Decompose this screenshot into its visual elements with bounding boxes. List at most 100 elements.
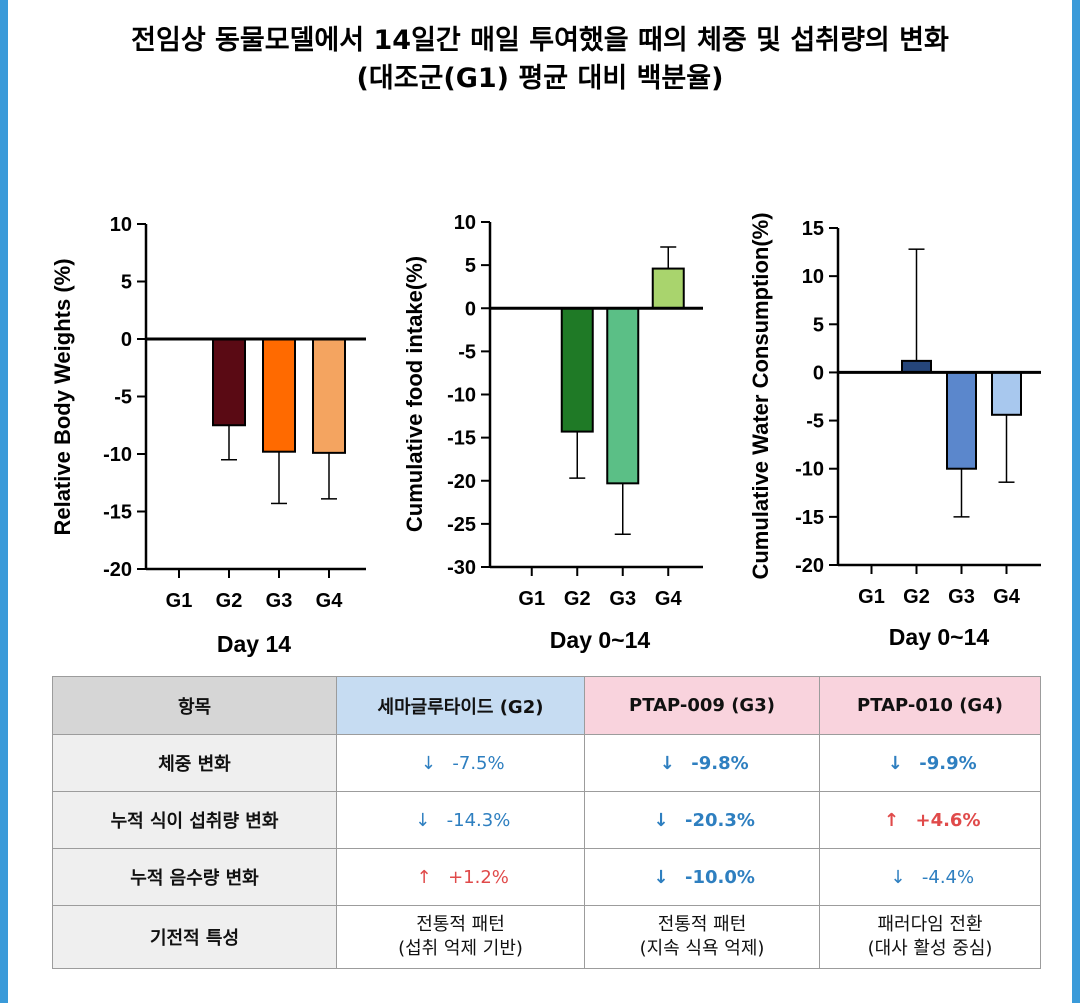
mechanism-line-2: (지속 식욕 억제) <box>639 938 765 959</box>
header-item: 항목 <box>52 676 337 735</box>
row-label: 기전적 특성 <box>52 905 337 969</box>
row-label: 누적 음수량 변화 <box>52 848 337 906</box>
mechanism-cell: 패러다임 전환 (대사 활성 중심) <box>819 905 1041 969</box>
y-tick-label: 5 <box>465 255 476 277</box>
change-value: -20.3% <box>685 809 755 831</box>
x-axis-label: Day 14 <box>217 631 291 657</box>
bar-g2 <box>560 307 594 433</box>
y-axis-label: Cumulative Water Consumption(%) <box>748 212 773 579</box>
mechanism-line-1: 전통적 패턴 <box>657 914 747 935</box>
change-value: -10.0% <box>685 866 755 888</box>
y-tick-label: -5 <box>458 341 476 363</box>
bar-g4 <box>312 338 346 454</box>
bar-g4 <box>991 371 1022 416</box>
y-tick-label: -20 <box>103 559 132 581</box>
arrow-down-icon: ↓ <box>420 752 436 774</box>
y-tick-label: 0 <box>813 362 824 384</box>
x-tick-label: G3 <box>948 586 975 608</box>
y-tick-label: -25 <box>447 514 476 536</box>
x-axis-label: Day 0~14 <box>889 624 990 650</box>
bar-g4 <box>651 267 685 310</box>
title-line-2: (대조군(G1) 평균 대비 백분율) <box>356 63 724 94</box>
x-tick-label: G2 <box>564 588 591 610</box>
y-tick-label: -15 <box>447 428 476 450</box>
y-tick-label: 10 <box>454 212 476 234</box>
y-tick-label: -10 <box>103 444 132 466</box>
bar-g3 <box>262 338 296 453</box>
arrow-up-icon: ↑ <box>416 866 432 888</box>
bar-g3 <box>946 371 977 470</box>
table-row: 누적 음수량 변화 ↑ +1.2% ↓ -10.0% ↓ -4.4% <box>52 848 1041 906</box>
x-tick-label: G4 <box>993 586 1021 608</box>
change-value: -9.9% <box>919 752 977 774</box>
y-axis-label: Relative Body Weights (%) <box>50 258 75 535</box>
title-line-1: 전임상 동물모델에서 14일간 매일 투여했을 때의 체중 및 섭취량의 변화 <box>131 25 949 56</box>
x-tick-label: G3 <box>266 590 293 612</box>
x-tick-label: G1 <box>518 588 545 610</box>
header-g4: PTAP-010 (G4) <box>819 676 1041 735</box>
y-tick-label: -5 <box>114 387 132 409</box>
mechanism-cell: 전통적 패턴 (지속 식욕 억제) <box>584 905 820 969</box>
change-value: -9.8% <box>691 752 749 774</box>
arrow-down-icon: ↓ <box>887 752 903 774</box>
header-g3: PTAP-009 (G3) <box>584 676 820 735</box>
x-tick-label: G4 <box>316 590 344 612</box>
x-tick-label: G1 <box>858 586 885 608</box>
y-tick-label: 15 <box>802 218 824 240</box>
y-tick-label: -20 <box>447 471 476 493</box>
mechanism-line-1: 전통적 패턴 <box>416 914 505 935</box>
mechanism-line-2: (대사 활성 중심) <box>867 938 993 959</box>
change-value: -14.3% <box>446 809 511 831</box>
table-row: 체중 변화 ↓ -7.5% ↓ -9.8% ↓ -9.9% <box>52 734 1041 792</box>
bar-g2 <box>212 338 246 427</box>
y-tick-label: -10 <box>795 459 824 481</box>
row-label: 체중 변화 <box>52 734 337 792</box>
x-tick-label: G3 <box>609 588 636 610</box>
value-cell: ↑ +1.2% <box>336 848 585 906</box>
x-axis-label: Day 0~14 <box>550 627 651 653</box>
value-cell: ↑ +4.6% <box>819 791 1041 849</box>
page-title: 전임상 동물모델에서 14일간 매일 투여했을 때의 체중 및 섭취량의 변화 … <box>0 22 1080 98</box>
comparison-table: 항목 세마글루타이드 (G2) PTAP-009 (G3) PTAP-010 (… <box>52 676 1041 969</box>
chart-1: 10 5 0 -5 -10 -15 -20 G1 G2 G3 G4 Relative Body Wei… <box>50 214 366 657</box>
value-cell: ↓ -4.4% <box>819 848 1041 906</box>
change-value: +4.6% <box>915 809 981 831</box>
arrow-up-icon: ↑ <box>883 809 900 831</box>
table-header-row: 항목 세마글루타이드 (G2) PTAP-009 (G3) PTAP-010 (… <box>52 676 1041 735</box>
mechanism-cell: 전통적 패턴 (섭취 억제 기반) <box>336 905 585 969</box>
x-tick-label: G4 <box>655 588 683 610</box>
row-label: 누적 식이 섭취량 변화 <box>52 791 337 849</box>
x-tick-label: G2 <box>216 590 243 612</box>
arrow-down-icon: ↓ <box>653 866 669 888</box>
bar-g2 <box>901 359 932 374</box>
y-tick-label: 5 <box>813 314 824 336</box>
value-cell: ↓ -9.9% <box>819 734 1041 792</box>
y-tick-label: -20 <box>795 555 824 577</box>
chart-3: 15 10 5 0 -5 -10 -15 -20 G1 G2 G3 G4 Cumulative Wate… <box>748 212 1041 650</box>
y-tick-label: 0 <box>465 298 476 320</box>
x-tick-label: G2 <box>903 586 930 608</box>
y-tick-label: -30 <box>447 557 476 579</box>
value-cell: ↓ -14.3% <box>336 791 585 849</box>
y-tick-label: 5 <box>121 272 132 294</box>
chart-2: 10 5 0 -5 -10 -15 -20 -25 -30 G1 G2 G3 G4 Cumulative … <box>402 212 703 653</box>
value-cell: ↓ -20.3% <box>584 791 820 849</box>
y-tick-label: 10 <box>802 266 824 288</box>
y-tick-label: -10 <box>447 385 476 407</box>
mechanism-line-2: (섭취 억제 기반) <box>398 938 523 959</box>
y-tick-label: -15 <box>103 502 132 524</box>
arrow-down-icon: ↓ <box>890 866 906 888</box>
arrow-down-icon: ↓ <box>659 752 675 774</box>
value-cell: ↓ -10.0% <box>584 848 820 906</box>
y-tick-label: -15 <box>795 507 824 529</box>
arrow-down-icon: ↓ <box>415 809 431 831</box>
value-cell: ↓ -7.5% <box>336 734 585 792</box>
arrow-down-icon: ↓ <box>653 809 669 831</box>
y-axis-label: Cumulative food intake(%) <box>402 256 427 532</box>
mechanism-line-1: 패러다임 전환 <box>877 914 983 935</box>
bar-g3 <box>606 307 640 485</box>
change-value: +1.2% <box>448 866 509 888</box>
table-row-mechanism: 기전적 특성 전통적 패턴 (섭취 억제 기반) 전통적 패턴 (지속 식욕 억제) 패러… <box>52 905 1041 969</box>
value-cell: ↓ -9.8% <box>584 734 820 792</box>
x-tick-label: G1 <box>166 590 193 612</box>
